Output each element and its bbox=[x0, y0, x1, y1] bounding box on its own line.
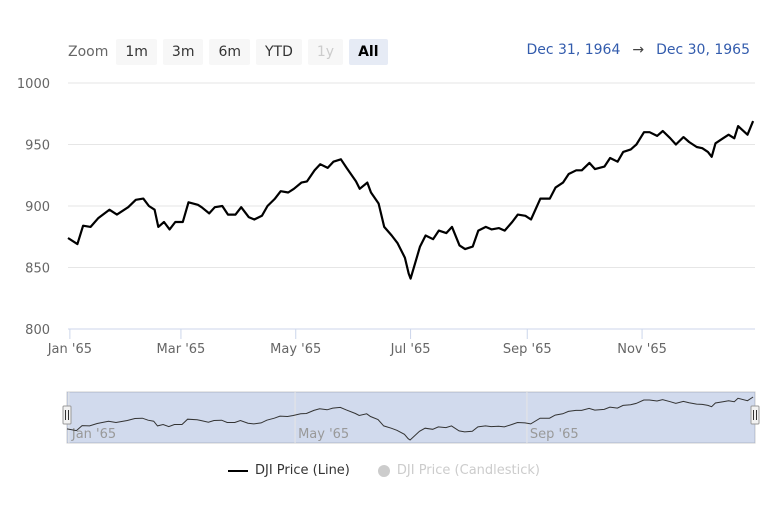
x-axis-ticks: Jan '65 Mar '65 May '65 Jul '65 Sep '65 Nov '… bbox=[47, 329, 667, 357]
stock-chart: 800 850 900 950 1000 Jan '65 Mar '65 May '65 Ju… bbox=[17, 77, 760, 444]
navigator-left-handle[interactable] bbox=[62, 405, 72, 425]
zoom-3m-button[interactable]: 3m bbox=[162, 39, 204, 65]
navigator-tick-label: Jan '65 bbox=[71, 427, 116, 442]
handle-body bbox=[62, 405, 72, 425]
legend: DJI Price (Line) DJI Price (Candlestick) bbox=[0, 463, 768, 478]
zoom-bar: Zoom 1m 3m 6m YTD 1y All bbox=[68, 38, 388, 66]
zoom-all-button[interactable]: All bbox=[349, 39, 388, 65]
zoom-1m-button[interactable]: 1m bbox=[116, 39, 157, 65]
x-tick-label: Jul '65 bbox=[390, 342, 431, 357]
navigator-series-line bbox=[66, 396, 754, 441]
y-tick-label: 800 bbox=[25, 323, 50, 338]
date-range: Dec 31, 1964 → Dec 30, 1965 bbox=[526, 42, 750, 58]
zoom-1y-button[interactable]: 1y bbox=[307, 39, 344, 65]
range-arrow: → bbox=[632, 42, 645, 58]
line-series-symbol bbox=[227, 469, 248, 472]
navigator-tick-label: Sep '65 bbox=[530, 427, 579, 442]
y-tick-label: 1000 bbox=[17, 77, 50, 92]
x-tick-label: Nov '65 bbox=[617, 342, 667, 357]
x-tick-label: Sep '65 bbox=[503, 342, 552, 357]
y-tick-label: 950 bbox=[25, 139, 50, 154]
legend-item-line[interactable]: DJI Price (Line) bbox=[227, 463, 350, 478]
navigator: Jan '65 May '65 Sep '65 bbox=[62, 391, 760, 444]
range-to-input[interactable]: Dec 30, 1965 bbox=[656, 42, 750, 58]
candlestick-series-symbol bbox=[377, 464, 390, 477]
range-from-input[interactable]: Dec 31, 1964 bbox=[526, 42, 621, 58]
y-tick-label: 850 bbox=[25, 262, 50, 277]
navigator-labels: Jan '65 May '65 Sep '65 bbox=[71, 427, 579, 442]
navigator-selection-mask[interactable] bbox=[67, 392, 755, 443]
zoom-ytd-button[interactable]: YTD bbox=[256, 39, 302, 65]
zoom-6m-button[interactable]: 6m bbox=[209, 39, 250, 65]
x-tick-label: May '65 bbox=[270, 342, 321, 357]
handle-body bbox=[750, 405, 760, 425]
x-tick-label: Jan '65 bbox=[47, 342, 92, 357]
y-axis-labels: 800 850 900 950 1000 bbox=[17, 77, 50, 338]
dji-price-line bbox=[67, 120, 755, 280]
legend-label-line: DJI Price (Line) bbox=[254, 463, 350, 478]
zoom-label: Zoom bbox=[68, 44, 109, 60]
y-grid bbox=[68, 82, 755, 330]
x-tick-label: Mar '65 bbox=[157, 342, 206, 357]
y-tick-label: 900 bbox=[25, 200, 50, 215]
navigator-tick-label: May '65 bbox=[298, 427, 349, 442]
legend-item-candlestick[interactable]: DJI Price (Candlestick) bbox=[377, 463, 540, 478]
legend-label-candlestick: DJI Price (Candlestick) bbox=[396, 463, 540, 478]
navigator-right-handle[interactable] bbox=[750, 405, 760, 425]
